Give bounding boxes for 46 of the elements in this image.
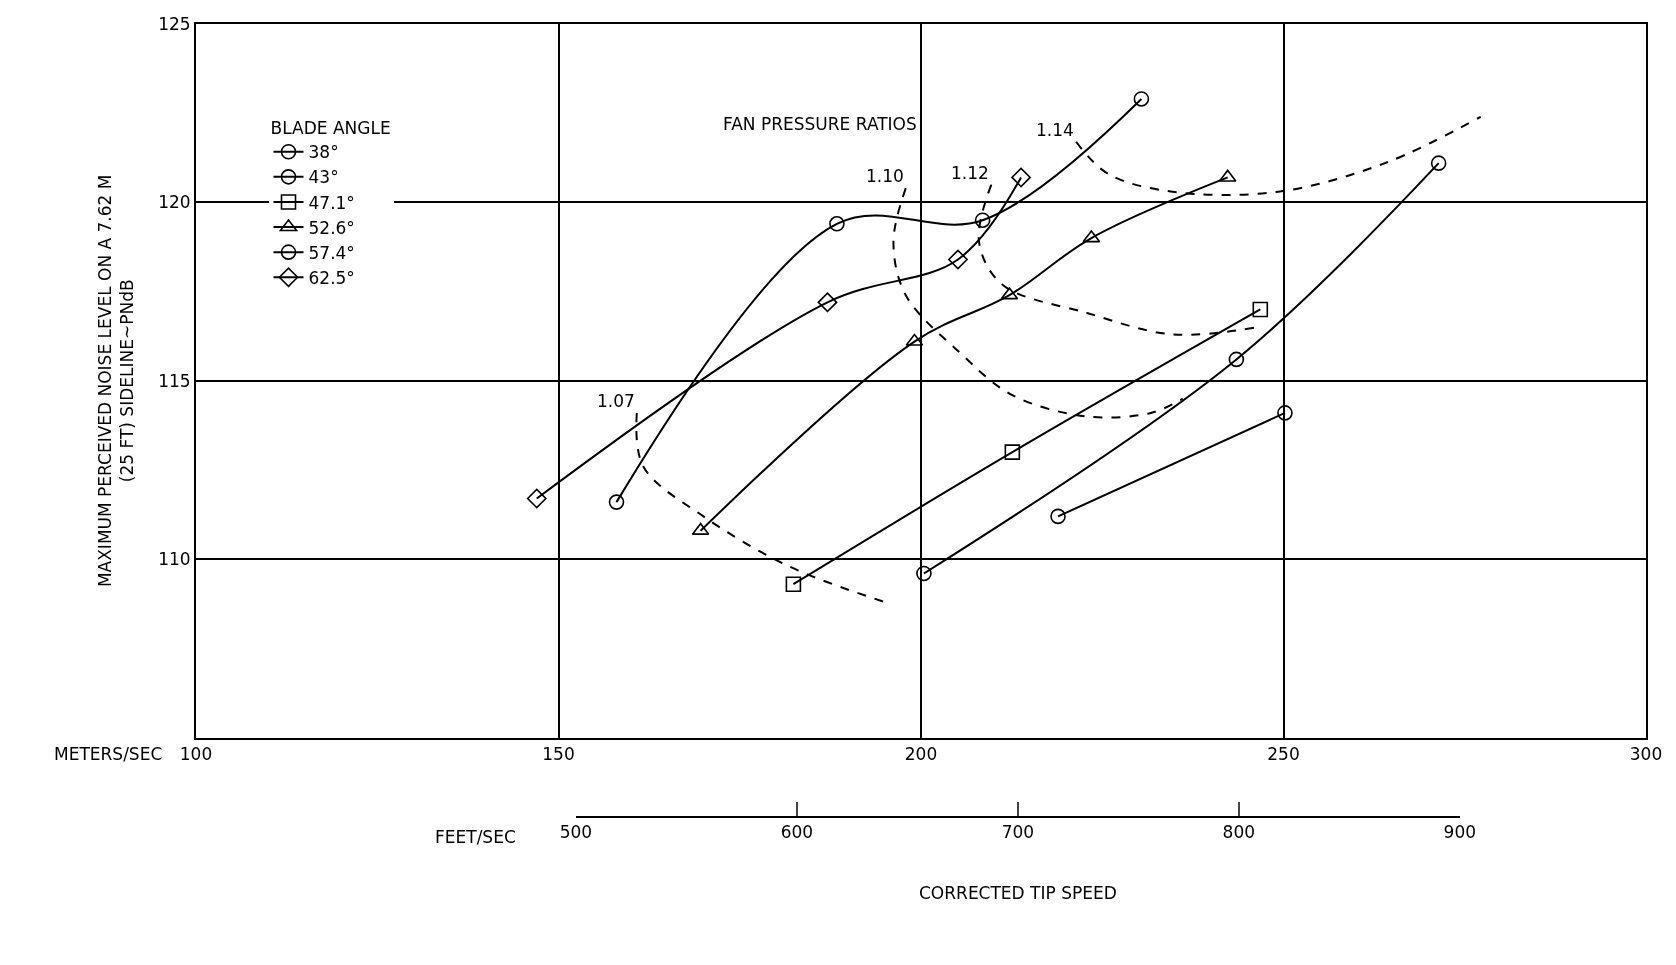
x-axis-title: METERS/SEC <box>54 744 163 764</box>
point <box>785 576 802 592</box>
y-axis-title: MAXIMUM PERCEIVED NOISE LEVEL ON A 7.62 M (25 FT) SIDELINE~PNdB <box>95 174 138 588</box>
point <box>1133 91 1150 107</box>
y-tick-label: 115 <box>158 370 191 391</box>
x-tick-label: 150 <box>542 744 575 765</box>
point <box>974 212 991 229</box>
annotation: 1.12 <box>951 163 989 183</box>
annotation: 1.10 <box>866 166 904 186</box>
point <box>526 488 547 509</box>
point <box>1050 508 1066 525</box>
y-tick-label: 120 <box>158 192 191 213</box>
legend-label: 38° <box>308 142 339 163</box>
text: CORRECTED TIP SPEED <box>919 883 1117 903</box>
x-tick-label: 200 <box>904 744 938 765</box>
point <box>1011 167 1031 188</box>
point <box>817 292 838 313</box>
point <box>948 249 968 270</box>
point <box>608 494 625 510</box>
legend-label: 57.4° <box>308 242 355 263</box>
x2-tick-label: 500 <box>559 822 593 843</box>
x-tick-label: 300 <box>1629 744 1663 765</box>
legend-title: BLADE ANGLE <box>270 118 391 139</box>
x-tick-label: 250 <box>1267 744 1300 765</box>
point <box>916 565 932 582</box>
y-tick-label: 110 <box>158 549 191 570</box>
point <box>829 216 845 232</box>
legend-label: 47.1° <box>308 192 355 213</box>
point <box>1430 155 1447 171</box>
legend-label: 43° <box>308 167 339 188</box>
x2-tick-label: 800 <box>1222 822 1256 843</box>
x-tick-label: 100 <box>179 744 213 765</box>
point <box>1004 444 1021 460</box>
legend-label: 62.5° <box>308 267 355 288</box>
x2-tick-label: 700 <box>1001 822 1035 843</box>
x2-axis-title: FEET/SEC <box>435 827 516 847</box>
legend-label: 52.6° <box>308 217 355 238</box>
point <box>1252 301 1269 318</box>
point <box>1277 405 1293 421</box>
x2-tick-label: 600 <box>780 822 814 843</box>
annotation: FAN PRESSURE RATIOS <box>723 114 917 134</box>
y-tick-label: 125 <box>158 13 191 34</box>
annotation: 1.07 <box>597 391 635 411</box>
annotation: 1.14 <box>1036 120 1074 140</box>
x2-tick-label: 900 <box>1443 822 1477 843</box>
point <box>1228 351 1245 368</box>
